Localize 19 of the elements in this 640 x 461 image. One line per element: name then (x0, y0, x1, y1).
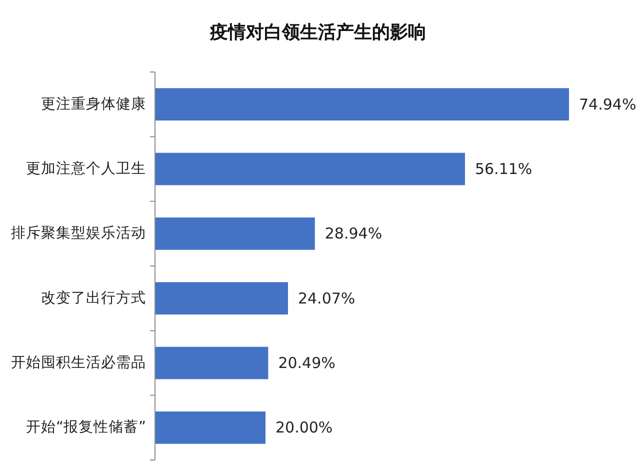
y-tick-label: 排斥聚集型娱乐活动 (11, 224, 146, 242)
bar (155, 282, 288, 314)
y-tick-label: 开始“报复性储蓄” (26, 418, 146, 436)
bar (155, 152, 465, 186)
y-tick-label: 改变了出行方式 (41, 289, 146, 306)
y-tick-label: 更加注意个人卫生 (26, 160, 146, 177)
bar (155, 346, 268, 380)
y-tick-label: 更注重身体健康 (41, 95, 146, 112)
data-label: 20.00% (275, 418, 333, 437)
bar (155, 412, 266, 444)
data-label: 28.94% (324, 224, 382, 243)
chart-title: 疫情对白领生活产生的影响 (209, 22, 426, 43)
bar (155, 88, 569, 120)
data-label: 20.49% (278, 354, 336, 372)
data-label: 74.94% (579, 95, 636, 114)
y-tick-label: 开始囤积生活必需品 (11, 354, 146, 371)
data-label: 24.07% (298, 289, 356, 308)
bar (155, 218, 315, 250)
data-label: 56.11% (474, 160, 532, 178)
